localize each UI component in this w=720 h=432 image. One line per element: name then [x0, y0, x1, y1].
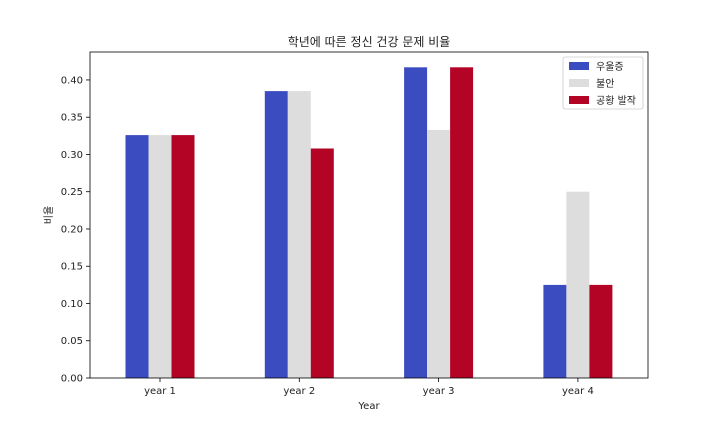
- bars-group: [125, 67, 613, 379]
- chart-title: 학년에 따른 정신 건강 문제 비율: [288, 35, 451, 49]
- y-tick-label: 0.05: [61, 336, 83, 347]
- legend-swatch: [569, 96, 589, 104]
- legend-label: 불안: [596, 78, 614, 90]
- bar-3-year-4: [589, 284, 613, 378]
- plot-frame: [89, 51, 649, 379]
- legend-swatch: [569, 79, 589, 87]
- y-tick-label: 0.15: [61, 262, 83, 273]
- y-tick-label: 0.25: [61, 187, 83, 198]
- x-axis: year 1 year 2 year 3 year 4: [144, 378, 594, 397]
- bar-2-year-2: [287, 91, 311, 378]
- legend-label: 공황 발작: [596, 95, 636, 107]
- bar-1-year-2: [264, 91, 288, 378]
- bar-2-year-1: [148, 135, 172, 378]
- bar-2-year-3: [427, 129, 451, 378]
- legend-swatch: [569, 62, 589, 70]
- bar-1-year-3: [404, 67, 428, 379]
- y-tick-label: 0.40: [61, 75, 83, 86]
- y-axis: 0.00 0.05 0.10 0.15 0.20 0.25 0.30 0.35 0.40: [61, 75, 90, 385]
- x-tick-label: year 1: [144, 386, 176, 397]
- y-tick-label: 0.10: [61, 299, 83, 310]
- bar-1-year-1: [125, 135, 149, 378]
- bar-1-year-4: [543, 284, 567, 378]
- bar-3-year-3: [450, 67, 474, 379]
- bar-2-year-4: [566, 191, 590, 378]
- x-tick-label: year 4: [562, 386, 594, 397]
- x-tick-label: year 2: [283, 386, 315, 397]
- y-axis-label: 비율: [43, 206, 55, 224]
- y-tick-label: 0.30: [61, 150, 83, 161]
- x-axis-label: Year: [357, 401, 380, 412]
- bar-3-year-2: [310, 148, 334, 378]
- bar-3-year-1: [171, 135, 195, 378]
- y-tick-label: 0.00: [61, 374, 83, 385]
- legend-label: 우울증: [596, 61, 624, 73]
- y-tick-label: 0.35: [61, 113, 83, 124]
- y-tick-label: 0.20: [61, 224, 83, 235]
- x-tick-label: year 3: [423, 386, 455, 397]
